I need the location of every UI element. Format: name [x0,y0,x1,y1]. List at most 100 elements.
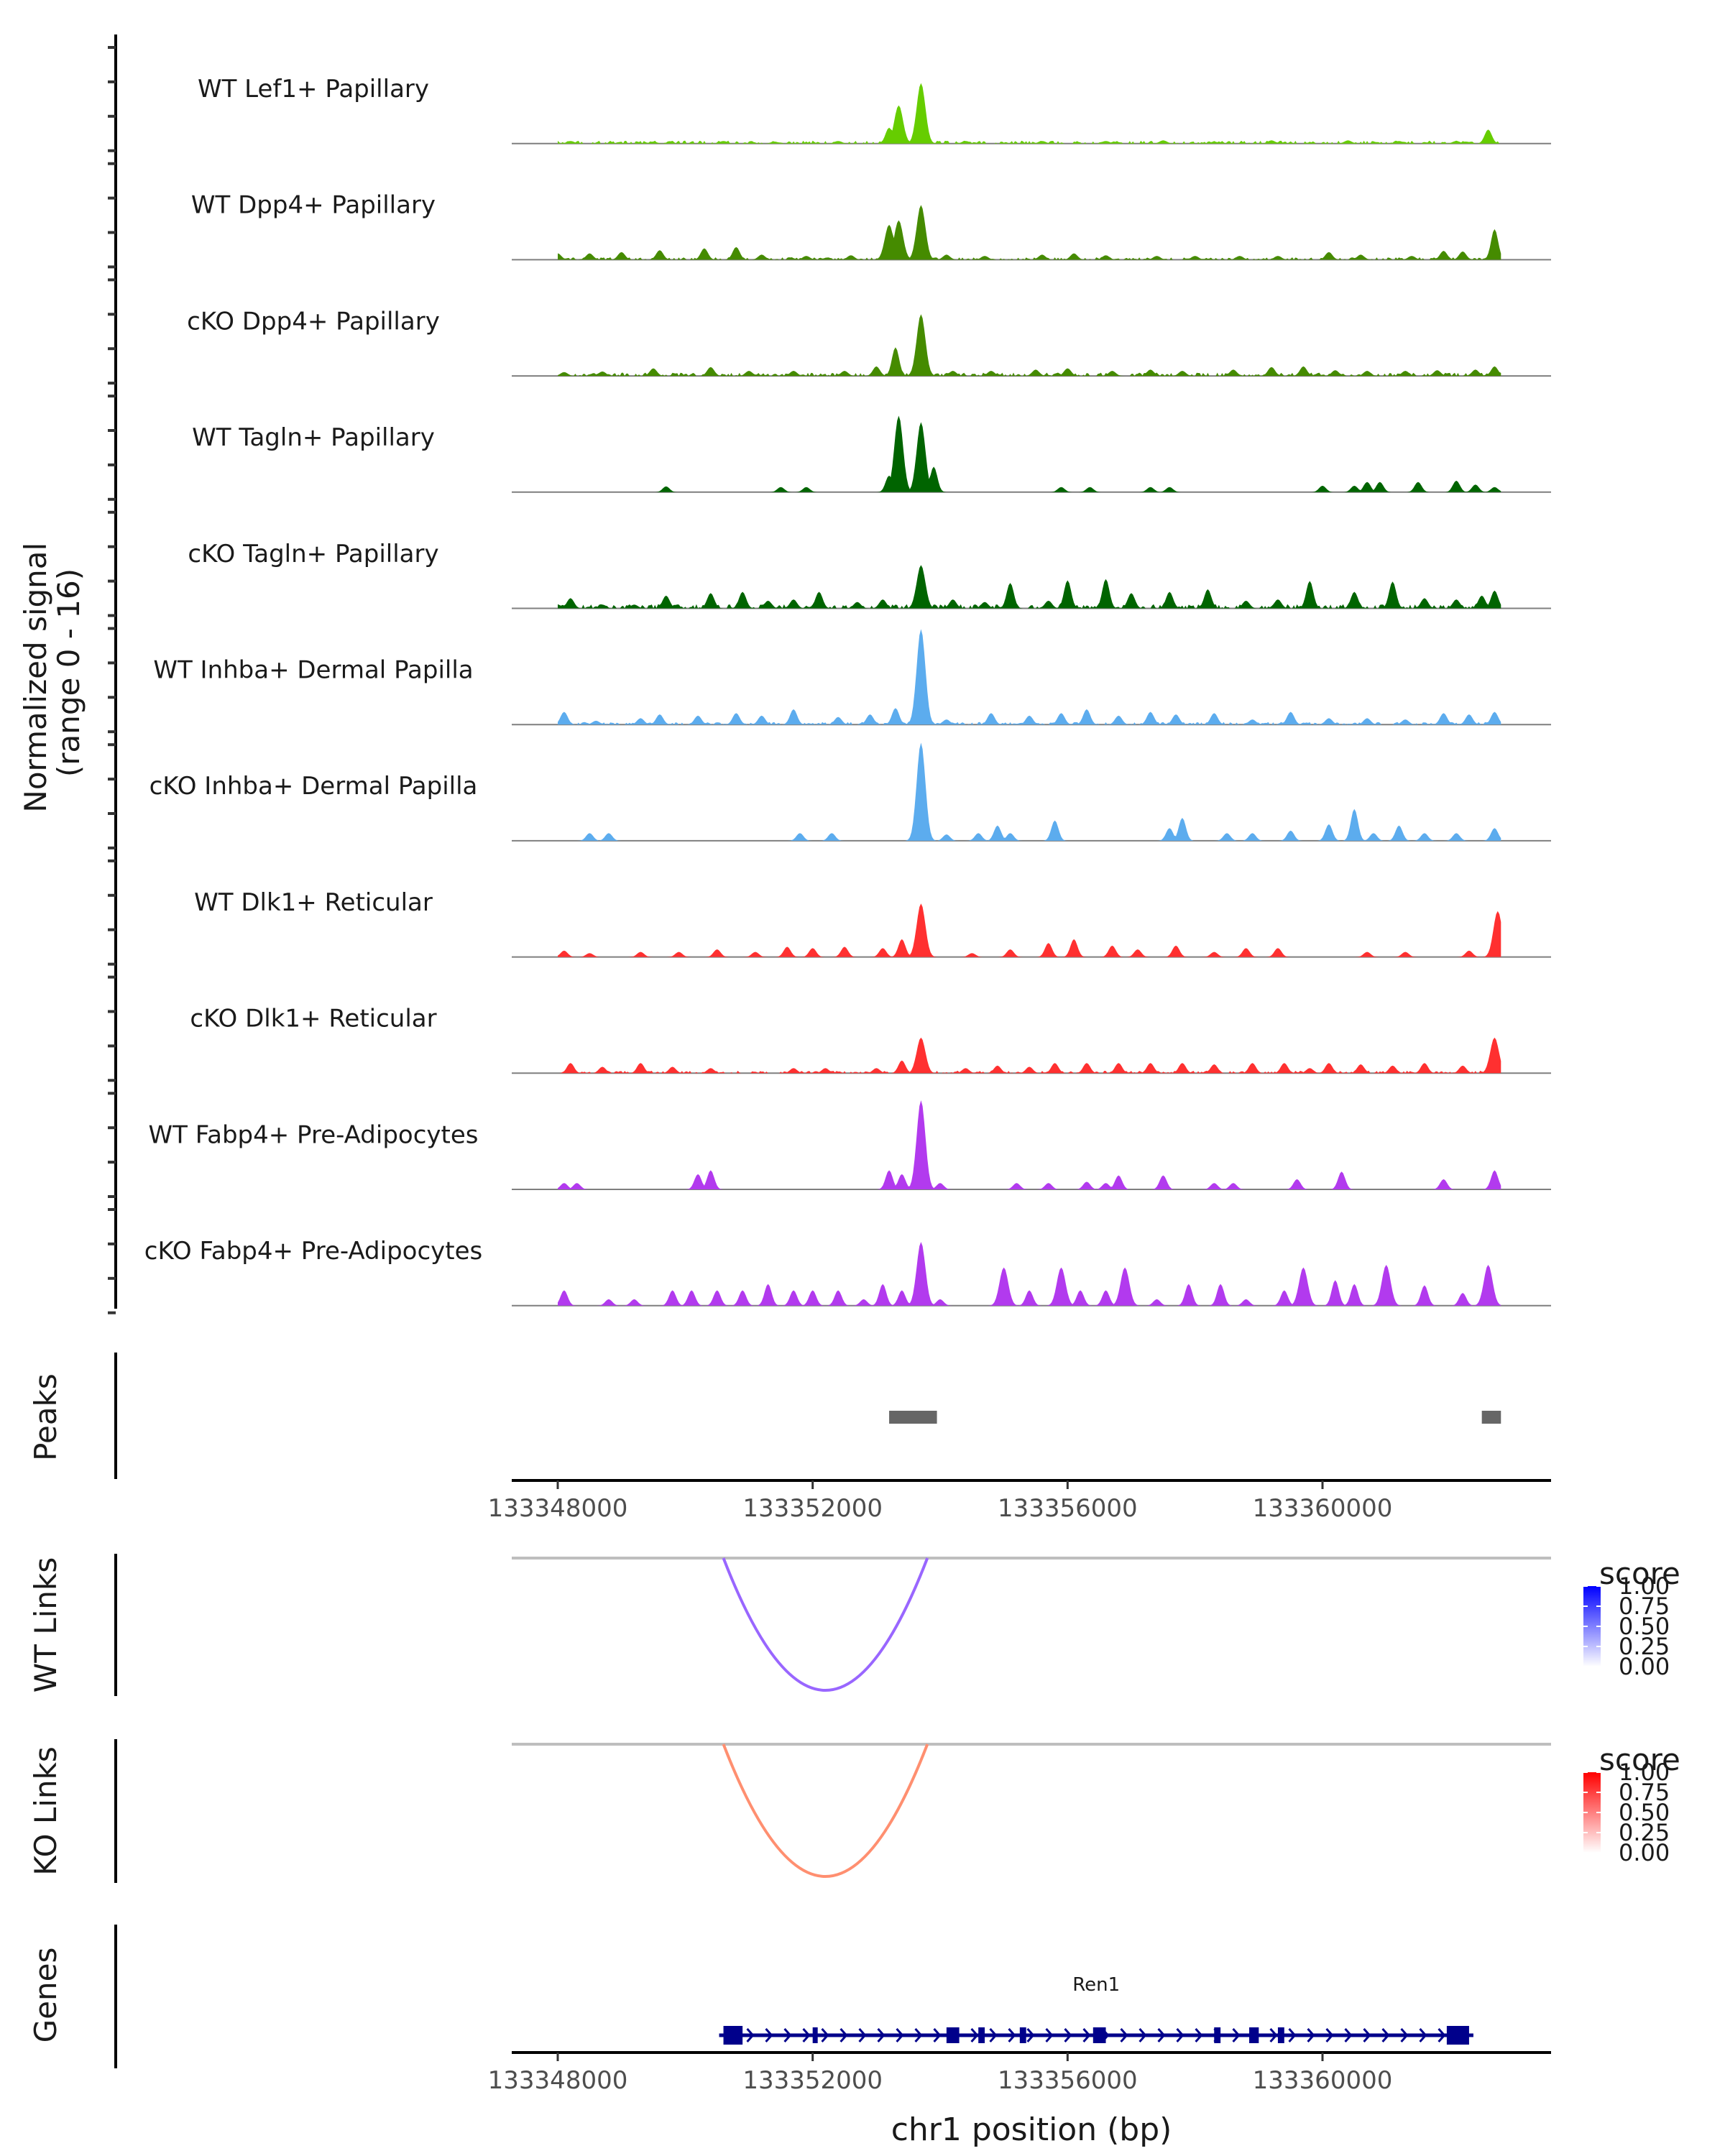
track-7: WT Dlk1+ Reticular [194,888,1551,958]
strand-arrow-icon [1344,2028,1353,2042]
strand-arrow-icon [1157,2028,1166,2042]
strand-arrow-icon [840,2028,848,2042]
strand-arrow-icon [989,2028,998,2042]
peak-region [889,1411,937,1424]
strand-arrow-icon [802,2028,811,2042]
y-axis-title-line-2: (range 0 - 16) [51,568,86,777]
gene-exon [1092,2027,1106,2043]
track-2: cKO Dpp4+ Papillary [187,307,1551,377]
wt-links-track-label: WT Links [28,1557,63,1692]
gene-exon [1019,2027,1026,2043]
strand-arrow-icon [1045,2028,1054,2042]
track-label: WT Dlk1+ Reticular [194,888,433,917]
track-signal-area [558,1242,1501,1306]
strand-arrow-icon [933,2028,942,2042]
strand-arrow-icon [1438,2028,1446,2042]
track-label: cKO Fabp4+ Pre-Adipocytes [144,1237,483,1266]
strand-arrow-icon [914,2028,923,2042]
track-signal-area [558,1037,1501,1074]
legend-tick-label: 0.00 [1619,1839,1670,1866]
x-axis-title: chr1 position (bp) [891,2111,1172,2148]
strand-arrow-icon [1381,2028,1390,2042]
strand-arrow-icon [1008,2028,1016,2042]
strand-arrow-icon [1419,2028,1427,2042]
strand-arrow-icon [746,2028,755,2042]
track-signal-area [558,1100,1501,1189]
strand-arrow-icon [783,2028,792,2042]
x-tick-label: 133348000 [488,1494,628,1523]
ko-legend-title: score [1599,1742,1680,1777]
track-label: WT Dpp4+ Papillary [191,191,436,220]
track-signal-area [558,83,1501,144]
links-tracks [512,1557,1551,1878]
wt-links-legend: score 1.000.750.500.250.00 [1583,1556,1680,1680]
strand-arrow-icon [877,2028,886,2042]
track-3: WT Tagln+ Papillary [192,415,1551,493]
strand-arrow-icon [1269,2028,1278,2042]
track-9: WT Fabp4+ Pre-Adipocytes [149,1100,1551,1190]
x-tick-label: 133352000 [742,1494,883,1523]
strand-arrow-icon [1195,2028,1203,2042]
x-tick-label: 133356000 [998,1494,1138,1523]
strand-arrow-icon [1363,2028,1371,2042]
signal-tracks: WT Lef1+ Papillary WT Dpp4+ Papillary cKO … [144,75,1551,1307]
legend-tick-label: 0.75 [1619,1593,1670,1620]
track-label: WT Inhba+ Dermal Papilla [153,656,473,685]
peak-regions [889,1411,1501,1424]
strand-arrow-icon [1400,2028,1409,2042]
peaks-track-label: Peaks [28,1373,63,1461]
track-10: cKO Fabp4+ Pre-Adipocytes [144,1237,1551,1307]
track-signal-area [558,205,1501,260]
x-tick-label: 133356000 [998,2066,1138,2095]
wt-legend-title: score [1599,1556,1680,1591]
track-6: cKO Inhba+ Dermal Papilla [150,742,1551,842]
legend-tick-label: 0.25 [1619,1819,1670,1846]
gene-exon [978,2027,985,2043]
legend-tick-label: 0.50 [1619,1799,1670,1826]
gene-models: Ren1 [719,1974,1473,2045]
track-4: cKO Tagln+ Papillary [188,540,1551,609]
gene-exon [1214,2027,1221,2043]
signal-y-axis [108,34,117,1314]
track-label: WT Tagln+ Papillary [192,423,435,452]
strand-arrow-icon [1120,2028,1128,2042]
peak-region [1481,1411,1501,1424]
track-signal-area [558,415,1501,492]
ko-legend-ticks: 1.000.750.500.250.00 [1583,1759,1670,1866]
track-8: cKO Dlk1+ Reticular [190,1005,1551,1074]
wt-legend-ticks: 1.000.750.500.250.00 [1583,1572,1670,1680]
x-tick-label: 133360000 [1253,1494,1393,1523]
track-label: cKO Tagln+ Papillary [188,540,438,568]
ko-links-track-label: KO Links [28,1746,63,1876]
track-signal-area [558,314,1501,377]
legend-tick-label: 1.00 [1619,1572,1670,1600]
strand-arrow-icon [896,2028,904,2042]
legend-tick-label: 0.25 [1619,1633,1670,1660]
strand-arrow-icon [1064,2028,1072,2042]
gene-exon [1277,2027,1284,2043]
strand-arrow-icon [1026,2028,1035,2042]
track-5: WT Inhba+ Dermal Papilla [153,629,1551,726]
link-arc [722,1743,929,1878]
strand-arrow-icon [970,2028,979,2042]
strand-arrow-icon [1082,2028,1091,2042]
strand-arrow-icon [858,2028,867,2042]
gene-exon [723,2026,743,2045]
genes-track-label: Genes [28,1948,63,2043]
x-tick-label: 133360000 [1253,2066,1393,2095]
legend-tick-label: 0.75 [1619,1779,1670,1806]
track-signal-area [558,629,1501,725]
gene-exon [1249,2027,1259,2043]
legend-tick-label: 1.00 [1619,1759,1670,1786]
strand-arrow-icon [1232,2028,1241,2042]
track-label: WT Fabp4+ Pre-Adipocytes [149,1120,479,1149]
gene-exon [812,2027,818,2043]
legend-tick-label: 0.50 [1619,1613,1670,1640]
track-label: cKO Dpp4+ Papillary [187,307,440,336]
strand-arrow-icon [1288,2028,1297,2042]
x-tick-label: 133348000 [488,2066,628,2095]
track-label: WT Lef1+ Papillary [198,75,429,103]
ko-links-legend: score 1.000.750.500.250.00 [1583,1742,1680,1866]
signal-y-ticks [108,46,116,1314]
